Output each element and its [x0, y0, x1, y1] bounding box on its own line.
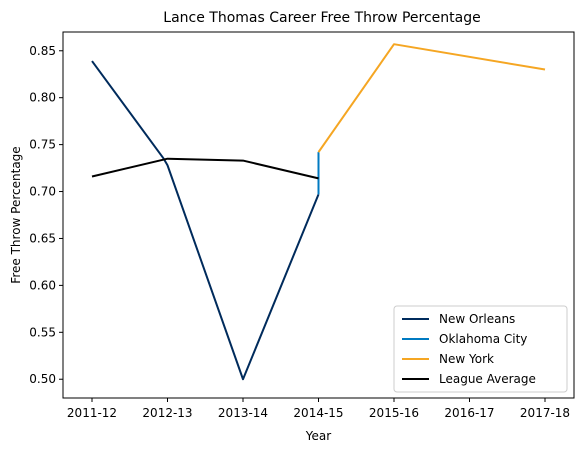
legend-entry: New Orleans	[439, 312, 515, 326]
legend-entry: New York	[439, 352, 494, 366]
x-tick-label: 2011-12	[67, 406, 117, 420]
y-axis: 0.50 0.55 0.60 0.65 0.70 0.75 0.80 0.85	[29, 44, 63, 386]
y-tick-label: 0.80	[29, 91, 56, 105]
y-tick-label: 0.70	[29, 185, 56, 199]
legend-box	[393, 305, 568, 393]
x-tick-label: 2014-15	[293, 406, 343, 420]
y-tick-label: 0.75	[29, 138, 56, 152]
x-tick-label: 2017-18	[520, 406, 570, 420]
plot-area	[91, 43, 546, 381]
x-axis: 2011-12 2012-13 2013-14 2014-15 2015-16 2016-…	[67, 398, 570, 420]
series-line-new-york	[317, 43, 546, 153]
y-tick-label: 0.60	[29, 278, 56, 292]
chart-title: Lance Thomas Career Free Throw Percentag…	[163, 10, 480, 26]
y-tick-label: 0.55	[29, 325, 56, 339]
x-tick-label: 2013-14	[218, 406, 268, 420]
x-axis-label: Year	[305, 429, 331, 443]
x-tick-label: 2016-17	[444, 406, 494, 420]
series-line-league-average	[91, 157, 319, 180]
y-tick-label: 0.50	[29, 372, 56, 386]
y-tick-label: 0.65	[29, 231, 56, 245]
y-tick-label: 0.85	[29, 44, 56, 58]
series-line-new-orleans	[91, 60, 320, 381]
x-tick-label: 2012-13	[142, 406, 192, 420]
legend: New Orleans Oklahoma City New York League A…	[393, 305, 568, 393]
y-axis-label: Free Throw Percentage	[9, 146, 23, 283]
legend-entry: Oklahoma City	[439, 332, 527, 346]
x-tick-label: 2015-16	[369, 406, 419, 420]
legend-entry: League Average	[439, 372, 536, 386]
